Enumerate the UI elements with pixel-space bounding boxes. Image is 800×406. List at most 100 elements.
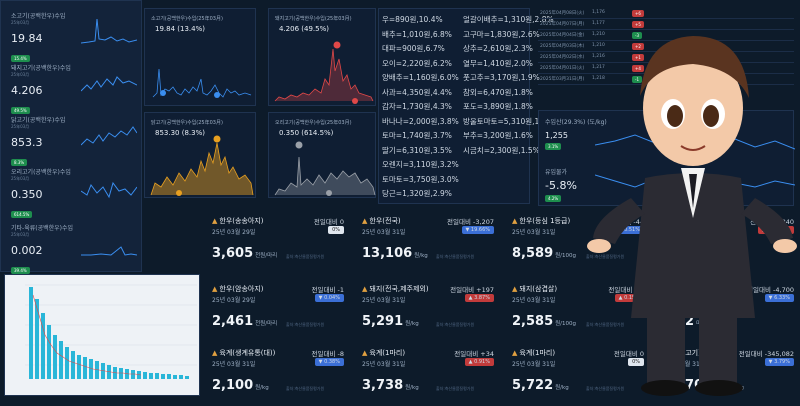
item-value: 4.206	[11, 84, 43, 97]
card-date: 25년 03월 29일	[212, 229, 256, 236]
item-sub: 25年03月	[11, 176, 30, 181]
card-date: 25년 03월 31일	[212, 361, 256, 368]
chart-title: 돼지고기(공백한우)수입(25年03月)	[275, 16, 352, 22]
row-value: 1,210	[592, 43, 605, 48]
card-date: 25년 03월 31일	[362, 361, 406, 368]
item-value: 19.84	[11, 32, 43, 45]
duck-chart[interactable]: 오리고기(공백한우)수입(25年03月) 0.350 (614.5%)	[268, 112, 376, 198]
left-summary-panel: 소고기(공백한우)수입 25年03月 19.84 15.4% 돼지고기(공백한우…	[0, 0, 142, 274]
bar	[29, 287, 33, 379]
bar	[89, 359, 93, 379]
summary-item-chicken[interactable]: 닭고기(공백한우)수입 25年03月 853.3 8.3%	[7, 109, 137, 166]
card-price: 3,605 천원/마리	[212, 246, 278, 261]
bar	[77, 355, 81, 379]
row-date: 2025年04月08日(火)	[540, 11, 585, 16]
min-marker	[160, 90, 166, 96]
price-item: 바나나=2,000원,3.8%	[382, 116, 459, 126]
animal-icon: ▲	[362, 285, 368, 293]
card-change-badge: 0%	[628, 358, 644, 366]
card-price: 13,106 원/kg	[362, 246, 428, 261]
animal-icon: ▲	[362, 349, 368, 357]
bar	[95, 361, 99, 379]
businessman-character-illustration	[587, 36, 797, 396]
price-item: 우=890원,10.4%	[382, 15, 443, 24]
pork-chart[interactable]: 돼지고기(공백한우)수입(25年03月) 4.206 (49.5%)	[268, 8, 376, 106]
card-source: 출처:축산물품질평가원	[586, 322, 625, 327]
price-item: 대파=900원,6.7%	[382, 44, 445, 53]
row-value: 1,218	[592, 76, 605, 81]
price-card[interactable]: ▲ 육계(1마리) 25년 03월 31일 전일대비 +34 ▲ 0.91% 3,738 원…	[356, 344, 504, 406]
table-row[interactable]: 2025年04月04日(金) 1,210 -3	[538, 30, 794, 41]
row-date: 2025年04月02日(水)	[540, 55, 585, 60]
summary-item-pork[interactable]: 돼지고기(공백한우)수입 25年03月 4.206 49.5%	[7, 57, 137, 114]
chart-peak: 0.350 (614.5%)	[279, 129, 334, 137]
card-source: 출처:축산물품질평가원	[436, 322, 475, 327]
price-card[interactable]: ▲ 돼지(전국,제주제외) 25년 03월 31일 전일대비 +197 ▲ 3.87% 5…	[356, 280, 504, 342]
card-prev: 전일대비 +197	[450, 286, 494, 294]
card-date: 25년 03월 31일	[512, 361, 556, 368]
peak-marker	[213, 135, 221, 143]
animal-icon: ▲	[512, 349, 518, 357]
row-tag: +4	[632, 65, 644, 72]
item-badge: 49.5%	[11, 107, 30, 114]
price-item: 풋고추=3,170원,1.9%	[463, 73, 540, 82]
price-item: 당근=1,320원,2.9%	[382, 189, 452, 198]
price-item: 상추=2,610원,2.3%	[463, 44, 533, 53]
card-name: ▲ 육계(생계유통(대))	[212, 349, 276, 357]
beef-chart[interactable]: 소고기(공백한우)수입(25年03月) 19.84 (13.4%)	[144, 8, 256, 106]
price-card[interactable]: ▲ 육계(1마리) 25년 03월 31일 전일대비 0 0% 5,722 원/kg 출처:축…	[506, 344, 654, 406]
bar	[65, 347, 69, 379]
card-name: ▲ 육계(1마리)	[512, 349, 556, 357]
price-item: 방울토마토=5,310원,1.7%	[463, 116, 554, 126]
ranking-bar-chart[interactable]	[4, 274, 200, 396]
animal-icon: ▲	[512, 285, 518, 293]
price-card[interactable]: ▲ 육계(생계유통(대)) 25년 03월 31일 전일대비 -8 ▼ 0.38% 2,1…	[206, 344, 354, 406]
bar	[143, 372, 147, 379]
sparkline	[81, 181, 137, 199]
item-value: 853.3	[11, 136, 43, 149]
card-price: 2,461 천원/마리	[212, 314, 278, 329]
table-row[interactable]: 2025年04月07日(月) 1,177 +5	[538, 19, 794, 30]
card-price: 3,738 원/kg	[362, 378, 419, 393]
card-price: 8,589 원/100g	[512, 246, 577, 261]
card-change-badge: ▼ 19.66%	[461, 226, 494, 234]
price-card[interactable]: ▲ 한우(암송아지) 25년 03월 29일 전일대비 -1 ▼ 0.04% 2,461 천…	[206, 280, 354, 342]
card-prev: 전일대비 0	[613, 350, 644, 358]
sparkline	[81, 246, 137, 256]
card-name: ▲ 한우(암송아지)	[212, 285, 264, 293]
chart-peak: 4.206 (49.5%)	[279, 25, 329, 33]
summary-item-other[interactable]: 기타-육류(공백한우)수입 25年03月 0.002 39.4%	[7, 217, 137, 274]
animal-icon: ▲	[512, 217, 518, 225]
peak-marker	[295, 141, 303, 149]
summary-item-beef[interactable]: 소고기(공백한우)수입 25年03月 19.84 15.4%	[7, 5, 137, 62]
bar	[83, 357, 87, 379]
bar	[35, 299, 39, 379]
table-row[interactable]: 2025年04月08日(火) 1,176 +6	[538, 8, 794, 19]
item-label: 닭고기(공백한우)수입	[11, 117, 66, 124]
card-name: ▲ 돼지(삼겹살)	[512, 285, 558, 293]
card-date: 25년 03월 31일	[362, 229, 406, 236]
card-change-badge: ▼ 0.51%	[614, 226, 644, 234]
card-prev: 전일대비 +34	[454, 350, 494, 358]
bar	[125, 369, 129, 379]
item-label: 소고기(공백한우)수입	[11, 13, 66, 20]
card-source: 출처:축산물품질평가원	[286, 386, 325, 391]
price-card[interactable]: ▲ 돼지(삼겹살) 25년 03월 31일 전일대비 +4 ▲ 0.15% 2,585 원/…	[506, 280, 654, 342]
bar	[53, 335, 57, 379]
card-source: 출처:축산물품질평가원	[586, 386, 625, 391]
bar	[71, 351, 75, 379]
card-change-badge: ▼ 0.04%	[314, 294, 344, 302]
card-price: 2,585 원/100g	[512, 314, 577, 329]
item-label: 기타-육류(공백한우)수입	[11, 225, 74, 232]
summary-item-duck[interactable]: 오리고기(공백한우)수입 25年03月 0.350 614.5%	[7, 161, 137, 218]
item-sub: 25年03月	[11, 72, 30, 77]
row-tag: +6	[632, 10, 644, 17]
price-card[interactable]: ▲ 한우(전국) 25년 03월 31일 전일대비 -3,207 ▼ 19.66% 13,…	[356, 212, 504, 274]
bar	[185, 376, 189, 379]
card-date: 25년 03월 31일	[512, 229, 556, 236]
card-change-badge: ▲ 3.87%	[464, 294, 494, 302]
chicken-chart[interactable]: 닭고기(공백한우)수입(25年03月) 853.30 (8.3%)	[144, 112, 256, 198]
price-card[interactable]: ▲ 한우(송송아지) 25년 03월 29일 전일대비 0 0% 3,605 천원/마리 출처…	[206, 212, 354, 274]
min-marker	[352, 98, 358, 104]
item-badge: 15.4%	[11, 55, 30, 62]
